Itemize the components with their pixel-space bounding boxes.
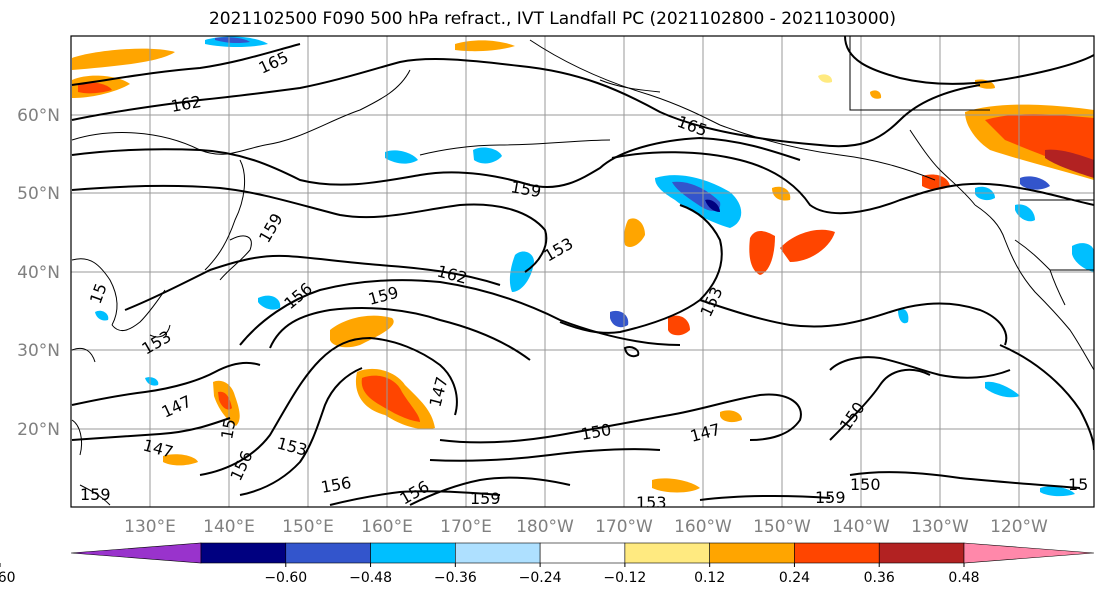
colorbar-segment [794, 542, 880, 564]
colorbar-segment [455, 542, 541, 564]
positive-anomaly-shading [72, 40, 1094, 493]
colorbar-segment [200, 542, 287, 564]
lon-label: 150°E [282, 517, 334, 537]
colorbar-segment [878, 542, 965, 564]
contour-label: 159 [80, 485, 111, 504]
lon-label: 120°W [990, 517, 1048, 537]
colorbar-tick-label: −0.60 [264, 570, 307, 586]
colorbar-segment [70, 542, 202, 564]
colorbar-tick-label: −0.36 [434, 570, 477, 586]
lon-label: 150°W [753, 517, 811, 537]
colorbar-segment [370, 542, 456, 564]
lon-label: 130°W [911, 517, 969, 537]
colorbar-segment [539, 542, 626, 564]
colorbar: −0.60 −0.48 −0.36 −0.24 −0.12 0.12 0.24 0.36 0.4… [0, 542, 1095, 586]
colorbar-tick-label: −0.48 [349, 570, 392, 586]
lon-label: 180°W [516, 517, 574, 537]
colorbar-tick-label: −0.24 [519, 570, 562, 586]
lon-label: 140°W [832, 517, 890, 537]
lat-label: 60°N [17, 106, 60, 126]
lon-label: 140°E [203, 517, 255, 537]
contour-label: 15 [217, 417, 239, 440]
colorbar-tick-label: 0.24 [779, 570, 810, 586]
latitude-labels: 60°N 50°N 40°N 30°N 20°N [17, 106, 60, 440]
colorbar-tick-label: −0.12 [603, 570, 646, 586]
lat-label: 40°N [17, 263, 60, 283]
lon-label: 160°E [361, 517, 413, 537]
contour-label: 159 [815, 488, 846, 507]
map-plot-area: 165 162 159 165 159 153 162 159 156 153 … [71, 36, 1094, 512]
negative-anomaly-shading [95, 36, 1094, 497]
colorbar-tick-label: 0.36 [864, 570, 895, 586]
contour-label: 15 [1068, 475, 1088, 494]
longitude-labels: 130°E 140°E 150°E 160°E 170°E 180°W 170°… [124, 517, 1048, 537]
lat-label: 50°N [17, 184, 60, 204]
colorbar-tick-label: 0.48 [948, 570, 979, 586]
refractivity-contours [71, 36, 1094, 506]
colorbar-segment [963, 542, 1095, 564]
colorbar-segment [709, 542, 795, 564]
colorbar-tick-label: 0.60 [0, 570, 16, 586]
colorbar-segment [285, 542, 371, 564]
colorbar-tick-label: 0.12 [694, 570, 725, 586]
lon-label: 170°W [595, 517, 653, 537]
colorbar-segment [624, 542, 710, 564]
map-title: 2021102500 F090 500 hPa refract., IVT La… [208, 9, 896, 29]
lat-label: 20°N [17, 420, 60, 440]
lon-label: 130°E [124, 517, 176, 537]
map-gridlines [71, 36, 1094, 507]
lat-label: 30°N [17, 341, 60, 361]
contour-label: 150 [850, 475, 881, 494]
map-frame [70, 35, 1095, 508]
contour-label: 159 [470, 489, 501, 508]
lon-label: 160°W [674, 517, 732, 537]
lon-label: 170°E [440, 517, 492, 537]
contour-label: 153 [636, 493, 667, 512]
coastlines [71, 36, 1094, 506]
